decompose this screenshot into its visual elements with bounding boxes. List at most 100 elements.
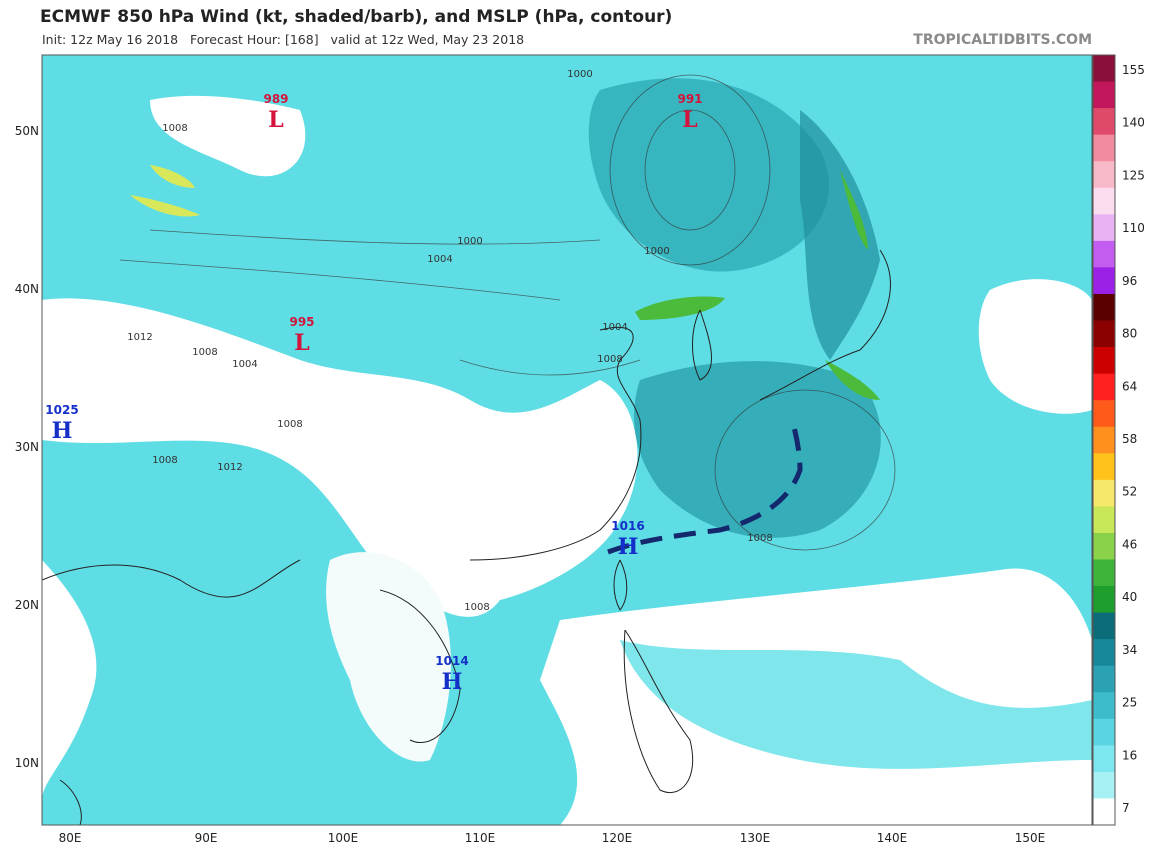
colorbar-swatch (1093, 55, 1115, 83)
center-pressure: 995 (289, 315, 314, 329)
colorbar-swatch (1093, 559, 1115, 587)
colorbar-swatch (1093, 81, 1115, 109)
colorbar-swatch (1093, 373, 1115, 401)
latitude-label: 10N (15, 756, 39, 770)
colorbar-label: 34 (1122, 643, 1137, 657)
calm-region (978, 279, 1092, 414)
center-symbol: L (682, 107, 697, 133)
contour-label: 1000 (644, 246, 669, 257)
colorbar-swatch (1093, 798, 1115, 826)
center-symbol: L (268, 107, 283, 133)
colorbar-swatch (1093, 347, 1115, 375)
colorbar-swatch (1093, 532, 1115, 560)
colorbar-swatch (1093, 718, 1115, 746)
map-frame (41, 54, 1093, 826)
contour-label: 1004 (232, 359, 257, 370)
center-symbol: L (294, 330, 309, 356)
colorbar-label: 46 (1122, 537, 1137, 551)
jet-core (635, 296, 725, 320)
longitude-label: 140E (877, 831, 908, 845)
longitude-label: 80E (59, 831, 82, 845)
coastline (59, 779, 82, 826)
longitude-label: 90E (195, 831, 218, 845)
coastlines (41, 249, 891, 826)
colorbar-swatch (1093, 240, 1115, 268)
colorbar-label: 110 (1122, 221, 1145, 235)
longitude-label: 110E (465, 831, 496, 845)
contour-label: 1008 (464, 602, 489, 613)
longitude-label: 100E (328, 831, 359, 845)
center-pressure: 1016 (611, 519, 644, 533)
colorbar-swatch (1093, 745, 1115, 773)
coastline (469, 326, 642, 561)
contour-label: 1008 (162, 123, 187, 134)
colorbar-label: 58 (1122, 432, 1137, 446)
colorbar-label: 155 (1122, 63, 1145, 77)
center-symbol: H (52, 418, 73, 444)
colorbar-label: 80 (1122, 327, 1137, 341)
isobar (119, 259, 561, 301)
colorbar-swatch (1093, 665, 1115, 693)
coastline (613, 559, 628, 611)
contour-label: 1004 (427, 254, 452, 265)
colorbar-swatch (1093, 453, 1115, 481)
colorbar-swatch (1093, 320, 1115, 348)
jet-core (130, 195, 200, 217)
isobar (149, 229, 601, 245)
isobar (644, 109, 736, 231)
colorbar-swatch (1093, 400, 1115, 428)
center-pressure: 1014 (435, 654, 468, 668)
colorbar-label: 7 (1122, 801, 1130, 815)
colorbar-swatch (1093, 692, 1115, 720)
contour-label: 1008 (597, 354, 622, 365)
calm-region (42, 298, 638, 617)
contour-label: 1012 (127, 332, 152, 343)
contour-label: 1004 (602, 322, 627, 333)
colorbar-label: 16 (1122, 748, 1137, 762)
isobar (459, 359, 641, 376)
coastline (379, 589, 461, 743)
colorbar-swatch (1093, 161, 1115, 189)
watermark: TROPICALTIDBITS.COM (913, 32, 1092, 48)
jet-core (825, 360, 880, 400)
colorbar: 155 140 125 110 96 80 64 58 52 46 40 34 25 16 7 (1092, 54, 1145, 826)
strong-wind (588, 78, 829, 272)
latitude-label: 30N (15, 440, 39, 454)
colorbar-label: 25 (1122, 696, 1137, 710)
colorbar-label: 96 (1122, 274, 1137, 288)
jet-core (150, 165, 195, 188)
colorbar-frame (1092, 54, 1116, 826)
center-pressure: 989 (263, 92, 288, 106)
colorbar-swatch (1093, 612, 1115, 640)
contour-label: 1000 (567, 69, 592, 80)
contour-label: 1008 (152, 455, 177, 466)
center-pressure: 991 (677, 92, 702, 106)
contour-label: 1008 (277, 419, 302, 430)
title: ECMWF 850 hPa Wind (kt, shaded/barb), an… (40, 7, 672, 27)
calm-region (326, 552, 451, 762)
jet-core (840, 170, 868, 250)
center-pressure: 1025 (45, 403, 78, 417)
colorbar-swatch (1093, 108, 1115, 136)
colorbar-swatch (1093, 134, 1115, 162)
colorbar-swatch (1093, 771, 1115, 799)
colorbar-swatch (1093, 479, 1115, 507)
colorbar-swatch (1093, 214, 1115, 242)
center-symbol: H (442, 669, 463, 695)
colorbar-label: 64 (1122, 379, 1137, 393)
isobar (714, 389, 896, 551)
map-area (41, 54, 1093, 826)
latitude-label: 50N (15, 124, 39, 138)
colorbar-swatch (1093, 267, 1115, 295)
colorbar-swatch (1093, 426, 1115, 454)
wind-band (620, 640, 1092, 769)
colorbar-swatch (1093, 639, 1115, 667)
colorbar-label: 52 (1122, 485, 1137, 499)
latitude-label: 20N (15, 598, 39, 612)
coastline (41, 559, 301, 598)
colorbar-label: 40 (1122, 590, 1137, 604)
latitude-label: 40N (15, 282, 39, 296)
contour-label: 1008 (192, 347, 217, 358)
colorbar-swatch (1093, 586, 1115, 614)
